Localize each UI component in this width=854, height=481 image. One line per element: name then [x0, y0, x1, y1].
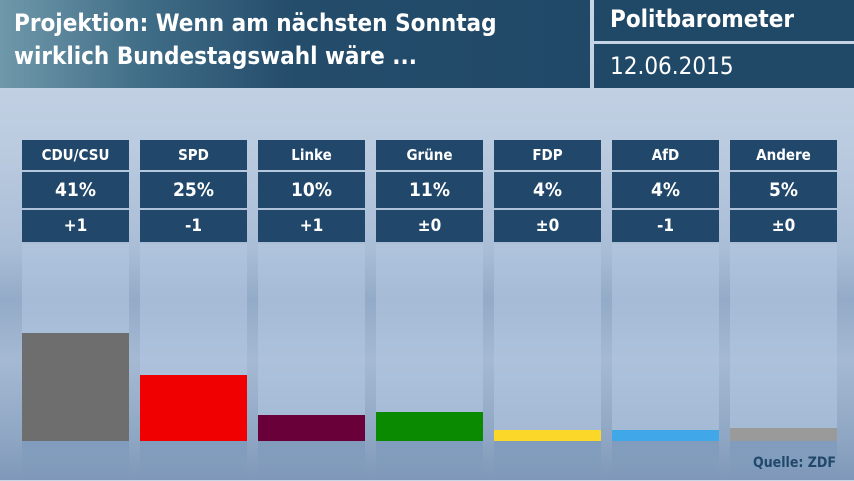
- bar-andere: [730, 427, 837, 441]
- party-value: 11%: [376, 172, 483, 208]
- party-name: CDU/CSU: [22, 140, 129, 170]
- party-value: 25%: [140, 172, 247, 208]
- party-name: Andere: [730, 140, 837, 170]
- bar-spd: [140, 375, 247, 441]
- party-change: ±0: [730, 210, 837, 242]
- bar-reflection: [494, 441, 601, 481]
- title-panel: Projektion: Wenn am nächsten Sonntag wir…: [0, 0, 590, 88]
- bar-reflection: [730, 441, 837, 481]
- bar-track: [376, 244, 483, 441]
- bar-track: [258, 244, 365, 441]
- party-value: 5%: [730, 172, 837, 208]
- source-label: Quelle: ZDF: [752, 455, 836, 471]
- party-change: -1: [140, 210, 247, 242]
- party-value: 4%: [494, 172, 601, 208]
- party-value: 4%: [612, 172, 719, 208]
- party-value: 41%: [22, 172, 129, 208]
- bar-linke: [258, 414, 365, 441]
- bar-reflection: [258, 441, 365, 481]
- bar-track: [494, 244, 601, 441]
- bar-fdp: [494, 430, 601, 441]
- party-name: AfD: [612, 140, 719, 170]
- party-change: ±0: [494, 210, 601, 242]
- bar-grüne: [376, 412, 483, 441]
- party-name: FDP: [494, 140, 601, 170]
- bar-afd: [612, 430, 719, 441]
- party-change: +1: [22, 210, 129, 242]
- bar-cducsu: [22, 333, 129, 441]
- bar-track: [730, 244, 837, 441]
- bar-reflection: [22, 441, 129, 481]
- title-line-1: Projektion: Wenn am nächsten Sonntag: [14, 9, 497, 37]
- party-name: Grüne: [376, 140, 483, 170]
- party-value: 10%: [258, 172, 365, 208]
- date-label: 12.06.2015: [594, 44, 854, 88]
- brand-label: Politbarometer: [594, 0, 854, 41]
- title-line-2: wirklich Bundestagswahl wäre ...: [14, 42, 417, 70]
- party-change: +1: [258, 210, 365, 242]
- bar-reflection: [140, 441, 247, 481]
- party-name: SPD: [140, 140, 247, 170]
- party-change: ±0: [376, 210, 483, 242]
- bar-reflection: [612, 441, 719, 481]
- bar-reflection: [376, 441, 483, 481]
- bar-track: [612, 244, 719, 441]
- party-change: -1: [612, 210, 719, 242]
- party-name: Linke: [258, 140, 365, 170]
